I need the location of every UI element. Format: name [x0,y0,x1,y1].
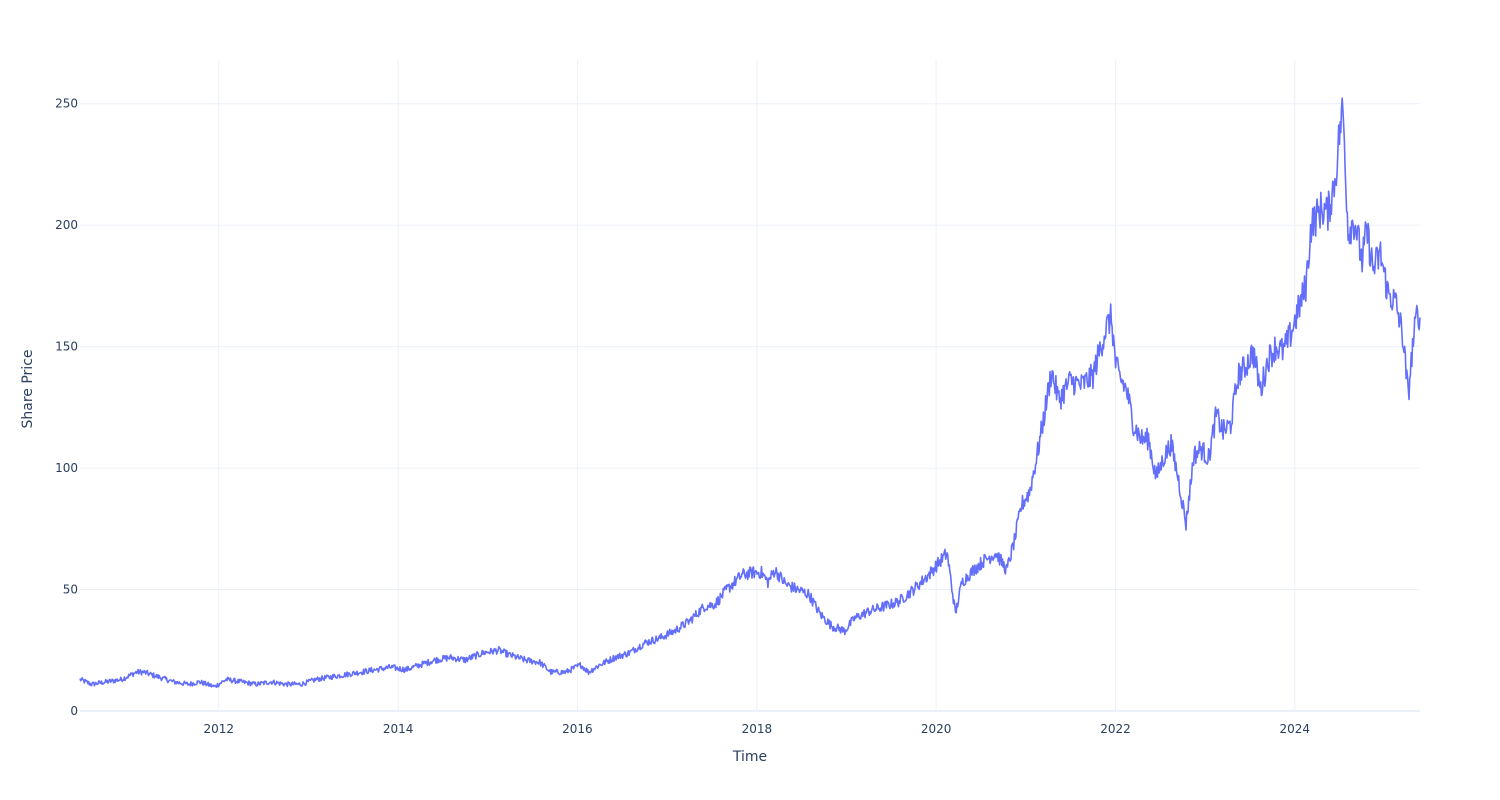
y-tick-label: 250 [55,97,78,111]
series-line-share-price [79,97,1421,688]
y-tick-labels: 0 50 100 150 200 250 [55,97,78,718]
grid-lines [80,60,1420,712]
y-tick-label: 0 [70,704,78,718]
y-axis-title: Share Price [20,349,36,428]
y-tick-label: 100 [55,461,78,475]
y-tick-label: 150 [55,340,78,354]
x-axis-title: Time [732,749,767,765]
x-tick-label: 2022 [1100,722,1131,736]
x-tick-labels: 2012 2014 2016 2018 2020 2022 2024 [203,722,1310,736]
y-tick-label: 50 [63,583,78,597]
x-tick-label: 2014 [383,722,414,736]
x-tick-label: 2016 [562,722,593,736]
x-tick-label: 2018 [742,722,773,736]
x-tick-label: 2020 [921,722,952,736]
x-tick-label: 2024 [1280,722,1311,736]
y-tick-label: 200 [55,218,78,232]
x-tick-label: 2012 [203,722,234,736]
